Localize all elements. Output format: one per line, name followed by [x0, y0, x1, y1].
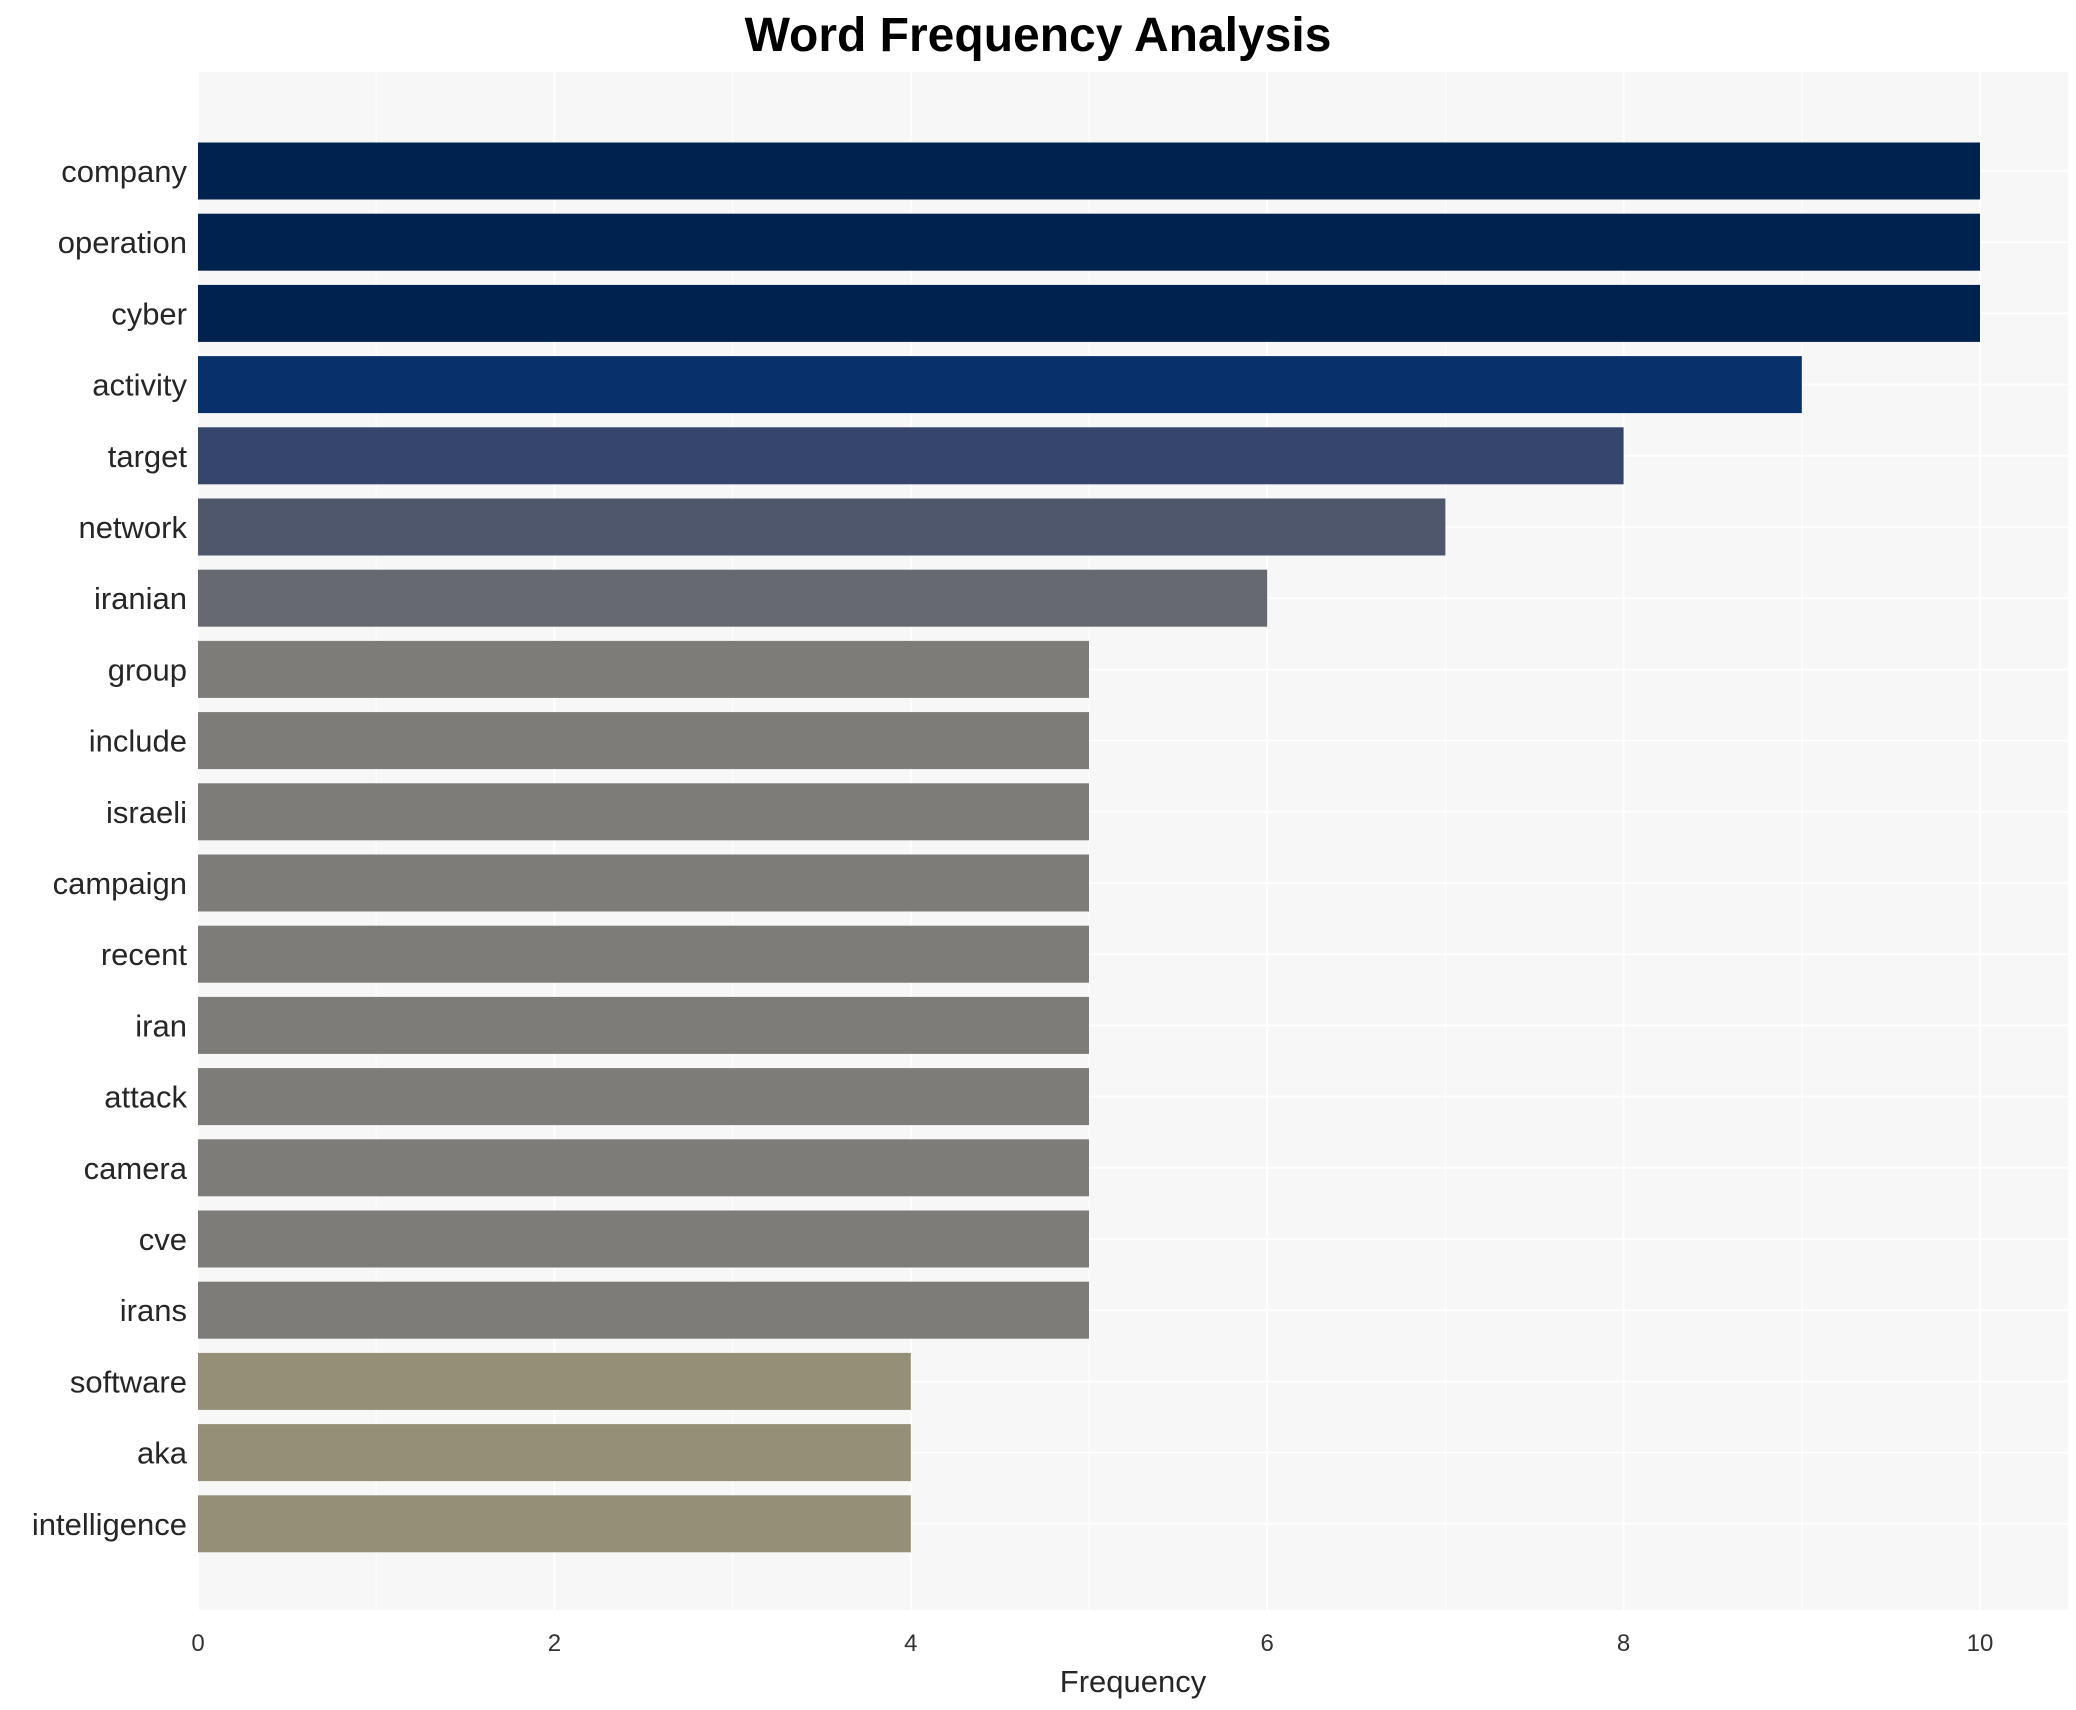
bar-israeli	[198, 783, 1089, 841]
bar-irans	[198, 1281, 1089, 1339]
category-label-company: company	[61, 154, 187, 189]
category-labels: company operation cyber activity target netwo…	[32, 154, 188, 1542]
category-label-israeli: israeli	[106, 795, 187, 830]
category-label-group: group	[108, 652, 187, 687]
bar-campaign	[198, 854, 1089, 912]
category-label-campaign: campaign	[53, 866, 187, 901]
bar-include	[198, 712, 1089, 770]
category-label-aka: aka	[137, 1436, 188, 1471]
bar-recent	[198, 925, 1089, 983]
category-label-cve: cve	[139, 1222, 187, 1257]
category-label-network: network	[78, 510, 187, 545]
x-tick-label: 6	[1261, 1630, 1274, 1657]
bars	[198, 142, 1980, 1553]
category-label-iranian: iranian	[94, 581, 187, 616]
bar-network	[198, 498, 1446, 556]
category-label-camera: camera	[84, 1151, 188, 1186]
x-tick-label: 10	[1967, 1630, 1994, 1657]
category-label-software: software	[70, 1364, 187, 1399]
category-label-operation: operation	[58, 225, 187, 260]
bar-camera	[198, 1139, 1089, 1197]
bar-aka	[198, 1424, 911, 1482]
x-tick-labels: 0 2 4 6 8 10	[191, 1630, 1993, 1657]
x-tick-label: 8	[1617, 1630, 1630, 1657]
x-axis-title: Frequency	[1060, 1664, 1207, 1699]
bar-operation	[198, 213, 1980, 271]
category-label-cyber: cyber	[111, 296, 187, 331]
category-label-target: target	[108, 439, 188, 474]
category-label-attack: attack	[104, 1080, 187, 1115]
bar-cyber	[198, 284, 1980, 342]
category-label-include: include	[89, 724, 187, 759]
category-label-intelligence: intelligence	[32, 1507, 187, 1542]
category-label-irans: irans	[120, 1293, 187, 1328]
bar-group	[198, 640, 1089, 698]
bar-activity	[198, 356, 1802, 414]
category-label-activity: activity	[92, 368, 187, 403]
bar-intelligence	[198, 1495, 911, 1553]
bar-iran	[198, 996, 1089, 1054]
bar-iranian	[198, 569, 1268, 627]
x-tick-label: 4	[904, 1630, 917, 1657]
category-label-recent: recent	[101, 937, 188, 972]
bar-cve	[198, 1210, 1089, 1268]
bar-target	[198, 427, 1624, 485]
chart-title: Word Frequency Analysis	[744, 9, 1332, 62]
x-tick-label: 0	[191, 1630, 204, 1657]
x-tick-label: 2	[548, 1630, 561, 1657]
bar-attack	[198, 1068, 1089, 1126]
category-label-iran: iran	[135, 1008, 187, 1043]
bar-company	[198, 142, 1980, 200]
bar-software	[198, 1352, 911, 1410]
